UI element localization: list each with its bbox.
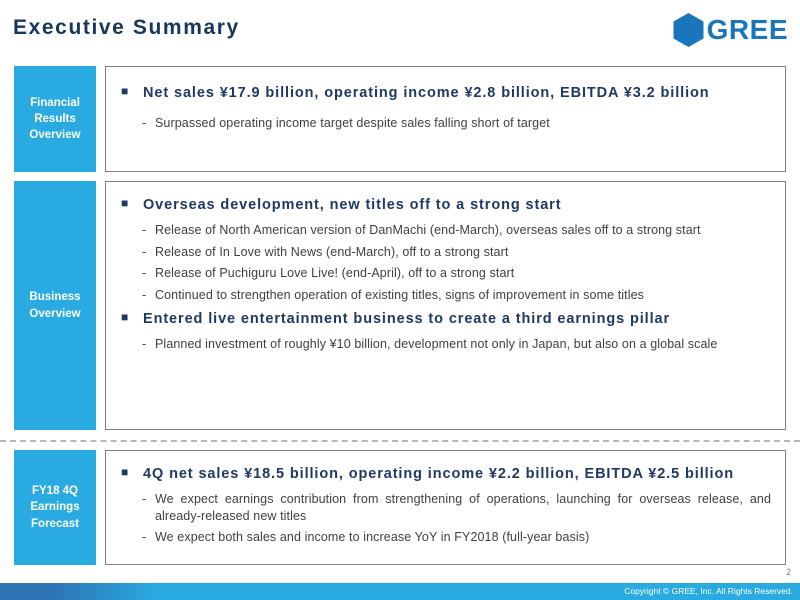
- section-content-business-overview: ■ Overseas development, new titles off t…: [105, 181, 786, 430]
- gree-hexagon-icon: [673, 13, 704, 47]
- dash-marker: -: [142, 287, 147, 302]
- section-content-earnings-forecast: ■ 4Q net sales ¥18.5 billion, operating …: [105, 450, 786, 565]
- sub-text: Release of Puchiguru Love Live! (end-Apr…: [155, 266, 515, 281]
- section-business-overview: Business Overview ■ Overseas development…: [14, 181, 786, 430]
- sub-text: Continued to strengthen operation of exi…: [155, 287, 645, 302]
- sub-item: - Surpassed operating income target desp…: [118, 115, 771, 132]
- sub-text: Release of In Love with News (end-March)…: [155, 244, 509, 259]
- bullet-item: ■ Net sales ¥17.9 billion, operating inc…: [118, 80, 771, 107]
- sub-item: - Planned investment of roughly ¥10 bill…: [118, 336, 771, 353]
- dash-marker: -: [142, 492, 147, 507]
- dashed-divider: [0, 440, 800, 442]
- page-number: 2: [785, 567, 791, 577]
- bullet-item: ■ Entered live entertainment business to…: [118, 308, 771, 331]
- sub-item: - We expect both sales and income to inc…: [118, 529, 771, 546]
- sub-item: - Continued to strengthen operation of e…: [118, 287, 771, 304]
- bullet-text: Overseas development, new titles off to …: [143, 197, 562, 213]
- bullet-text: Entered live entertainment business to c…: [143, 311, 671, 328]
- dash-marker: -: [142, 244, 147, 259]
- square-bullet-icon: ■: [121, 84, 129, 98]
- dash-marker: -: [142, 337, 147, 352]
- bullet-item: ■ Overseas development, new titles off t…: [118, 194, 771, 217]
- sub-item: - Release of In Love with News (end-Marc…: [118, 244, 771, 261]
- bullet-item: ■ 4Q net sales ¥18.5 billion, operating …: [118, 463, 771, 486]
- copyright-text: Copyright © GREE, Inc. All Rights Reserv…: [624, 586, 793, 596]
- sub-text: We expect both sales and income to incre…: [155, 530, 590, 545]
- bullet-text: 4Q net sales ¥18.5 billion, operating in…: [143, 466, 734, 482]
- section-label-business-overview: Business Overview: [14, 181, 96, 430]
- section-financial-results: Financial Results Overview ■ Net sales ¥…: [14, 66, 786, 172]
- gree-logo-text: GREE: [706, 14, 788, 45]
- dash-marker: -: [142, 530, 147, 545]
- sub-text: Release of North American version of Dan…: [155, 223, 701, 238]
- dash-marker: -: [142, 266, 147, 281]
- sub-text: Planned investment of roughly ¥10 billio…: [155, 337, 718, 352]
- section-label-earnings-forecast: FY18 4Q Earnings Forecast: [14, 450, 96, 565]
- dash-marker: -: [142, 115, 147, 130]
- section-content-financial-results: ■ Net sales ¥17.9 billion, operating inc…: [105, 66, 786, 172]
- section-earnings-forecast: FY18 4Q Earnings Forecast ■ 4Q net sales…: [14, 450, 786, 565]
- square-bullet-icon: ■: [121, 310, 129, 325]
- footer-bar: Copyright © GREE, Inc. All Rights Reserv…: [0, 583, 800, 600]
- square-bullet-icon: ■: [121, 196, 129, 210]
- sub-text: We expect earnings contribution from str…: [155, 492, 771, 523]
- sub-item: - Release of North American version of D…: [118, 222, 771, 239]
- sub-item: - We expect earnings contribution from s…: [118, 491, 771, 524]
- square-bullet-icon: ■: [121, 465, 129, 479]
- dash-marker: -: [142, 223, 147, 238]
- sub-item: - Release of Puchiguru Love Live! (end-A…: [118, 265, 771, 282]
- gree-logo: GREE: [673, 13, 788, 47]
- sub-text: Surpassed operating income target despit…: [155, 115, 550, 130]
- bullet-text: Net sales ¥17.9 billion, operating incom…: [143, 85, 710, 101]
- page-title: Executive Summary: [13, 16, 240, 39]
- section-label-financial-results: Financial Results Overview: [14, 66, 96, 172]
